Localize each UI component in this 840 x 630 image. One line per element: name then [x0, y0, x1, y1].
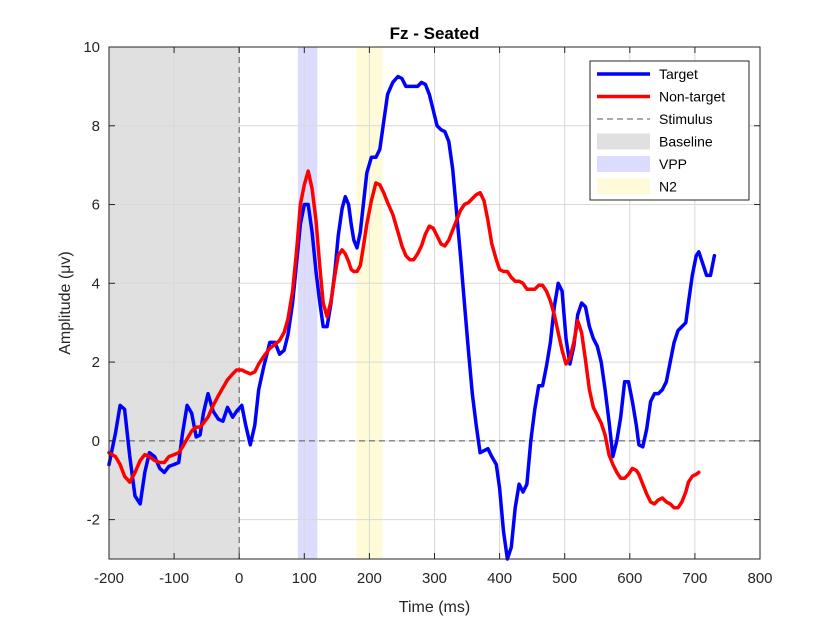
x-tick-label: 500 [552, 570, 577, 587]
legend-swatch-n2 [597, 178, 650, 195]
legend-swatch-vpp [597, 156, 650, 172]
y-axis-label: Amplitude (μv) [57, 251, 74, 354]
chart-title: Fz - Seated [390, 24, 480, 43]
x-tick-label: 300 [422, 570, 447, 587]
legend-label-vpp: VPP [659, 156, 687, 172]
x-tick-label: -100 [159, 570, 189, 587]
legend-label-stimulus: Stimulus [659, 111, 713, 127]
x-tick-label: 600 [617, 570, 642, 587]
legend-label-baseline: Baseline [659, 134, 713, 150]
x-tick-label: -200 [94, 570, 124, 587]
region-vpp [297, 47, 318, 559]
legend-swatch-baseline [597, 133, 650, 150]
x-tick-label: 800 [747, 570, 772, 587]
y-tick-label: 8 [92, 118, 100, 135]
series-line-target [107, 74, 717, 561]
y-tick-label: 0 [92, 433, 100, 450]
legend: Target Non-target Stimulus Baseline VPP N2 [589, 60, 750, 201]
x-tick-label: 400 [487, 570, 512, 587]
y-tick-label: -2 [87, 512, 100, 529]
axis-ticks: -200 -100 0 100 200 300 400 500 600 700 800 -2 0 2 4 6 8… [83, 39, 772, 587]
legend-box [589, 60, 750, 201]
legend-label-non-target: Non-target [659, 89, 725, 105]
x-axis-label: Time (ms) [399, 599, 470, 616]
reference-lines [109, 47, 760, 559]
y-tick-label: 4 [92, 275, 100, 292]
series-line-non-target [107, 169, 701, 510]
x-tick-label: 0 [235, 570, 243, 587]
y-tick-label: 10 [83, 39, 100, 56]
legend-label-n2: N2 [659, 179, 677, 195]
x-tick-label: 700 [682, 570, 707, 587]
y-tick-label: 6 [92, 197, 100, 214]
x-tick-label: 100 [292, 570, 317, 587]
data-series [107, 74, 717, 561]
legend-label-target: Target [659, 66, 698, 82]
y-tick-label: 2 [92, 354, 100, 371]
x-tick-label: 200 [357, 570, 382, 587]
